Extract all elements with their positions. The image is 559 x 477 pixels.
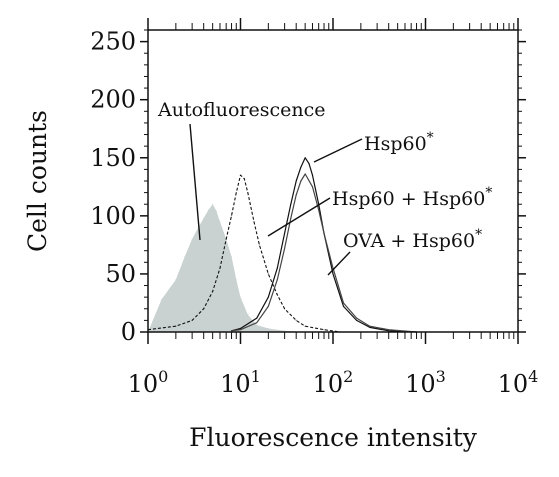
series-3-point (369, 325, 371, 327)
series-2-point (267, 296, 269, 298)
series-3-point (239, 329, 242, 331)
series-3-point (356, 317, 358, 319)
series-3-point (256, 322, 258, 324)
series-layer (147, 157, 418, 333)
series-0-point (230, 255, 233, 258)
y-tick-label: 150 (90, 144, 136, 172)
series-1-point (175, 325, 177, 327)
series-3-point (276, 279, 278, 281)
series-3-point (295, 194, 297, 196)
x-tick-label: 104 (498, 367, 539, 398)
x-tick-label: 103 (405, 367, 446, 398)
series-0-point (160, 298, 163, 301)
series-3-point (323, 232, 325, 234)
annotation-hsp60-hsp60-leader (267, 197, 331, 237)
series-2-point (356, 319, 358, 321)
series-1-point (191, 319, 193, 321)
series-1-point (239, 174, 242, 176)
series-1-point (203, 308, 205, 310)
x-tick-label: 100 (128, 367, 169, 398)
annotation-autofluorescence-leader (189, 123, 201, 241)
series-2-point (290, 203, 292, 205)
series-0-point (235, 279, 237, 281)
series-2-point (256, 317, 258, 319)
annotation-layer: Autofluorescence Hsp60* Hsp60 + Hsp60* OVA … (157, 99, 492, 276)
annotation-autofluorescence: Autofluorescence (157, 99, 325, 121)
series-2-point (308, 163, 310, 165)
annotation-ova-hsp60: OVA + Hsp60* (343, 227, 482, 252)
series-0-point (212, 203, 214, 205)
series-1-point (219, 267, 221, 269)
series-1-point (323, 329, 325, 331)
series-0-point (191, 238, 193, 240)
series-1-point (258, 244, 260, 246)
y-tick-label: 200 (90, 86, 136, 114)
series-2-point (284, 232, 286, 234)
y-tick-label: 50 (105, 260, 136, 288)
series-1-point (284, 308, 286, 310)
series-2-line (231, 157, 417, 333)
series-2-point (369, 326, 371, 328)
annotation-hsp60-leader (313, 138, 363, 163)
series-3-point (388, 329, 390, 331)
annotation-hsp60-hsp60: Hsp60 + Hsp60* (332, 185, 492, 210)
series-1-point (295, 319, 297, 321)
series-2-point (300, 166, 302, 168)
x-tick-label: 101 (220, 367, 261, 398)
x-axis-title: Fluorescence intensity (189, 423, 478, 452)
series-0-area (148, 204, 306, 332)
series-2-point (332, 273, 334, 275)
series-3-point (230, 330, 233, 332)
y-tick-label: 0 (121, 318, 136, 346)
series-1-point (235, 192, 237, 194)
tick-layer: 0 50 100 150 200 250 100 101 102 103 104 (90, 18, 538, 398)
series-0-point (175, 279, 177, 281)
series-3-point (304, 173, 306, 175)
series-3-point (342, 302, 345, 304)
series-0-point (239, 296, 242, 298)
series-0-point (203, 217, 205, 219)
series-3-point (267, 305, 269, 307)
series-2-point (304, 157, 306, 159)
series-1-point (253, 221, 255, 223)
series-2-point (239, 327, 242, 330)
series-1-point (247, 192, 249, 194)
series-0-point (267, 327, 269, 330)
y-tick-label: 250 (90, 28, 136, 56)
series-3-point (318, 209, 320, 211)
series-1-point (304, 325, 306, 327)
series-0-point (184, 255, 186, 258)
series-2-point (295, 180, 297, 182)
series-1-point (225, 238, 227, 240)
series-0-point (207, 209, 209, 211)
series-2-point (342, 305, 345, 307)
series-0-point (215, 210, 218, 212)
series-0-point (284, 330, 286, 332)
series-1-point (230, 215, 233, 217)
series-1-point (243, 178, 245, 180)
y-axis-title: Cell counts (23, 110, 52, 252)
series-2-point (276, 267, 278, 269)
annotation-hsp60: Hsp60* (364, 130, 434, 155)
series-1-point (276, 294, 278, 296)
y-tick-label: 100 (90, 202, 136, 230)
series-1-point (267, 273, 269, 275)
series-0-point (219, 221, 221, 223)
annotation-ova-hsp60-leader (327, 251, 351, 276)
series-2-point (311, 174, 314, 176)
series-3-point (290, 217, 292, 219)
series-0-point (256, 324, 258, 326)
series-3-point (332, 267, 334, 269)
series-3-point (300, 180, 302, 182)
series-1-point (212, 290, 214, 292)
series-3-point (284, 247, 286, 249)
x-tick-label: 102 (313, 367, 354, 398)
series-2-point (388, 330, 390, 332)
series-3-point (311, 186, 314, 188)
series-0-point (247, 314, 249, 316)
